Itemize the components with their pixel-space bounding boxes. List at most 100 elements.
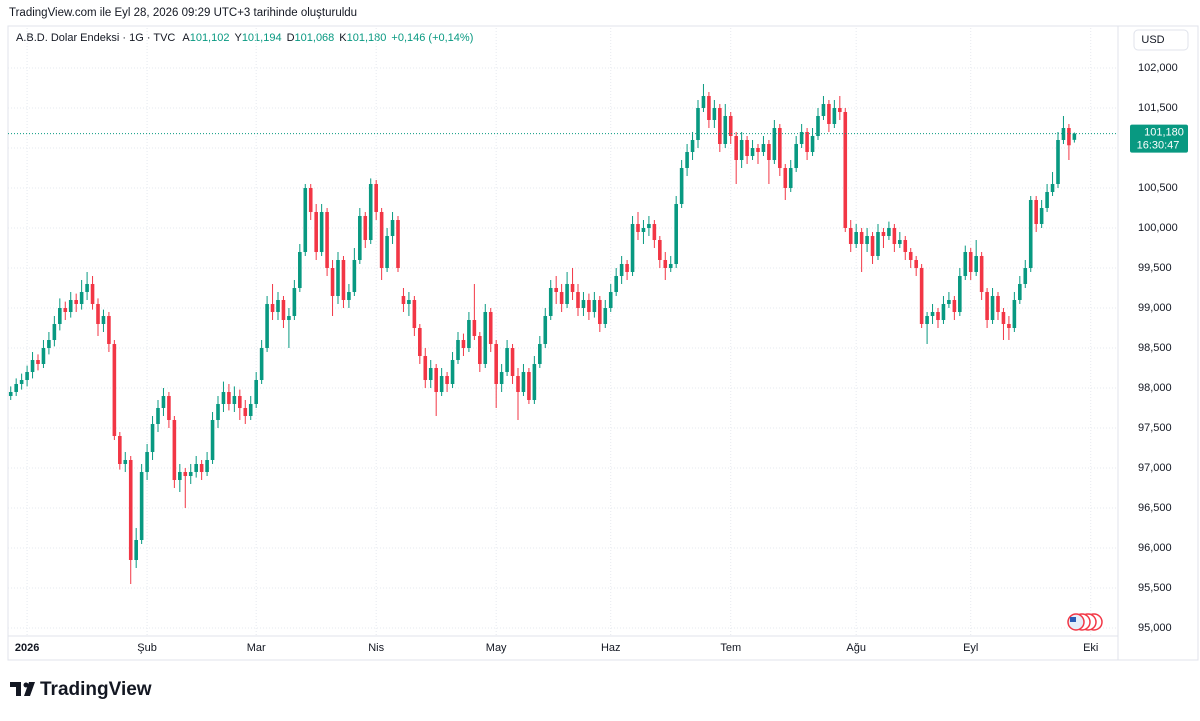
candle-body (90, 284, 95, 304)
currency-button[interactable] (1133, 29, 1189, 51)
candle-body (401, 296, 406, 304)
candle-body (205, 460, 209, 472)
candle-body (216, 404, 220, 420)
plot: 95,000 95,500 96,000 96,500 97,000 97,500 98,0… (8, 28, 1188, 654)
candle-body (450, 360, 455, 384)
candle-body (723, 116, 728, 144)
candle-body (238, 396, 242, 408)
candle-body (30, 360, 35, 372)
flag-canton (1070, 617, 1076, 622)
y-tick-label: 102,000 (1138, 62, 1178, 74)
x-tick-label: Tem (720, 642, 741, 654)
candle-body (598, 300, 602, 324)
candle-body (674, 204, 678, 264)
logo-text: TradingView (40, 679, 152, 700)
candle-body (101, 316, 106, 324)
candle-body (952, 300, 957, 312)
candle-body (134, 540, 138, 560)
candle-body (614, 276, 618, 292)
candle-body (685, 152, 689, 168)
candle-body (347, 292, 351, 300)
currency[interactable]: USD (1141, 34, 1164, 46)
candle-body (603, 308, 608, 324)
candle-body (1056, 140, 1060, 184)
candle-body (718, 108, 722, 144)
candle-body (314, 212, 318, 252)
candle-body (63, 308, 68, 312)
candle-body (52, 324, 57, 340)
candle-body (14, 384, 18, 392)
candle-body (701, 96, 706, 108)
candle-body (919, 268, 924, 324)
candle-body (968, 252, 973, 272)
x-tick-label: Eyl (963, 642, 978, 654)
candle-body (374, 184, 378, 212)
candle-body (445, 376, 449, 384)
candle-body (461, 340, 466, 348)
candle-body (243, 408, 248, 416)
y-tick-label: 100,500 (1138, 182, 1178, 194)
candle-body (330, 268, 335, 296)
y-tick-label: 95,500 (1138, 582, 1172, 594)
candle-body (41, 348, 46, 364)
candle-body (521, 372, 526, 392)
candle-body (483, 312, 488, 364)
y-tick-label: 99,500 (1138, 262, 1172, 274)
candle-body (488, 312, 493, 344)
x-tick-label: Haz (601, 642, 621, 654)
candle-body (1067, 128, 1071, 146)
candle-body (941, 304, 946, 320)
candle-body (96, 304, 100, 324)
candle-body (843, 112, 848, 228)
candle-body (379, 212, 384, 268)
candle-body (227, 392, 231, 404)
candle-body (505, 348, 509, 372)
candle-body (767, 144, 771, 160)
candle-body (848, 228, 853, 244)
candle-body (690, 140, 695, 152)
y-tick-label: 99,000 (1138, 302, 1172, 314)
candle-body (188, 472, 193, 476)
candle-body (199, 464, 204, 472)
candle-body (559, 292, 564, 304)
candle-body (434, 368, 438, 392)
candle-body (859, 232, 864, 244)
candle-body (254, 380, 258, 404)
change: +0,146 (+0,14%) (391, 32, 473, 44)
candle-body (1028, 200, 1033, 268)
y-tick-label: 97,000 (1138, 462, 1172, 474)
candle-body (958, 276, 962, 312)
y-tick-label: 97,500 (1138, 422, 1172, 434)
candle-body (25, 372, 29, 380)
candle-body (663, 260, 668, 268)
y-tick-label: 96,000 (1138, 542, 1172, 554)
x-tick-label: Mar (247, 642, 266, 654)
candle-body (358, 216, 362, 260)
candle-body (619, 264, 624, 276)
candle-body (538, 344, 542, 364)
candle-body (139, 472, 144, 540)
candle-body (734, 136, 738, 160)
candle-body (368, 184, 373, 240)
x-tick-label: Ağu (846, 642, 866, 654)
candle-body (210, 420, 215, 460)
candle-body (428, 368, 433, 380)
candle-body (778, 128, 782, 168)
candle-body (341, 260, 346, 300)
logo-mark (10, 682, 35, 696)
candle-body (581, 300, 586, 308)
candle-body (876, 232, 880, 256)
candle-body (298, 252, 302, 288)
symbol: A.B.D. Dolar Endeksi · 1G · TVC (16, 32, 175, 44)
x-tick-label: 2026 (15, 642, 39, 654)
candle-body (985, 292, 989, 320)
candle-body (336, 260, 340, 296)
candle-body (658, 240, 662, 260)
candle-body (183, 472, 188, 476)
candle-body (827, 104, 831, 124)
candle-body (761, 144, 766, 152)
candle-body (630, 224, 635, 272)
candle-body (554, 288, 558, 292)
candle-body (510, 348, 515, 376)
